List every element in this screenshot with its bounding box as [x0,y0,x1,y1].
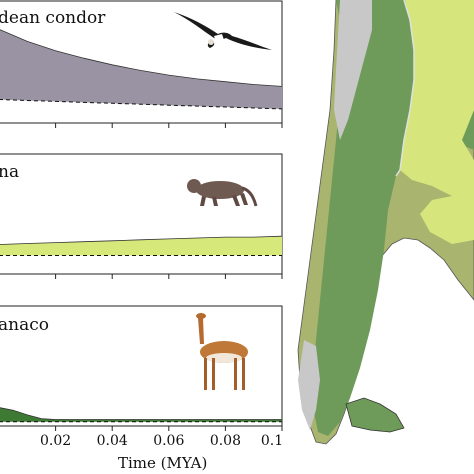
guanaco-upper-line [0,407,282,420]
guanaco-species-label: anaco [0,315,49,335]
guanaco-panel: anaco [0,305,283,431]
puma-upper-line [0,235,283,245]
south-america-map [297,0,474,445]
x-tick-label: 0.04 [97,433,128,449]
condor-area [0,29,282,109]
condor-dashed-line [0,99,283,110]
map-light-green-region-east [420,190,474,244]
condor-species-label: dean condor [0,8,106,28]
x-tick-label: 0.1 [261,433,283,449]
map-gray-region-north [334,0,372,140]
x-tick-label: 0.02 [40,433,71,449]
condor-upper-line [0,29,283,87]
x-axis-label: Time (MYA) [118,454,207,472]
condor-plot-area [0,29,283,110]
guanaco-plot-area [0,407,282,423]
condor-panel: dean condor [0,0,283,128]
guanaco-area [0,407,282,422]
map-border [395,0,415,177]
map-gray-region-south [298,340,320,430]
puma-panel: na [0,153,283,279]
map-light-green-region [400,0,474,210]
puma-area [0,236,282,256]
guanaco-icon [196,313,248,390]
map-tierra-del-fuego [345,397,405,433]
puma-plot-area [0,235,283,256]
x-tick-label: 0.06 [153,433,184,449]
x-tick-label: 0.08 [210,433,241,449]
puma-species-label: na [0,162,19,182]
condor-icon [174,12,272,50]
puma-icon [187,179,258,207]
x-axis: 0.02 0.04 0.06 0.08 0.1 [40,433,283,449]
